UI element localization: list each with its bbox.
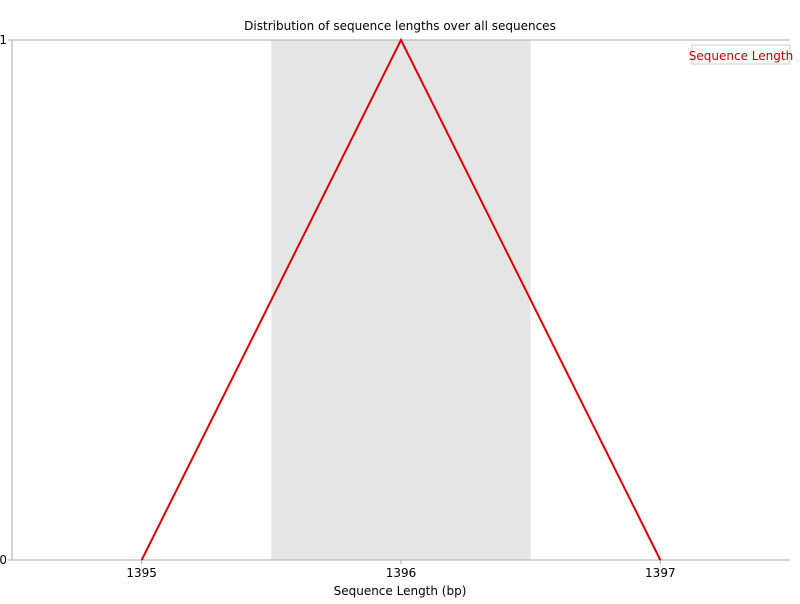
highlight-band-layer bbox=[271, 40, 531, 560]
chart-title: Distribution of sequence lengths over al… bbox=[244, 19, 556, 33]
x-tick-label: 1395 bbox=[126, 566, 157, 580]
series-layer bbox=[140, 37, 662, 561]
y-tick-label: 0 bbox=[0, 553, 7, 567]
x-tick-label: 1397 bbox=[645, 566, 676, 580]
legend: Sequence Length bbox=[689, 44, 793, 65]
highlight-band bbox=[271, 40, 531, 560]
x-tick-label: 1396 bbox=[386, 566, 417, 580]
legend-box bbox=[691, 44, 791, 65]
series-line bbox=[140, 37, 662, 561]
x-axis-label: Sequence Length (bp) bbox=[334, 584, 467, 598]
x-ticks: 1395 1396 1397 bbox=[126, 560, 676, 580]
y-tick-label: 1 bbox=[0, 33, 7, 47]
legend-label: Sequence Length bbox=[689, 49, 793, 63]
y-ticks: 01 bbox=[0, 33, 12, 567]
